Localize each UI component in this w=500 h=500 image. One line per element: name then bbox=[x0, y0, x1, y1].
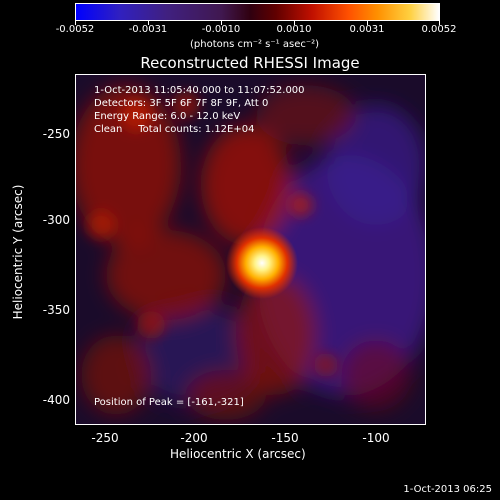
rhessi-image-plot: 1-Oct-2013 11:05:40.000 to 11:07:52.000 … bbox=[75, 74, 426, 425]
peak-source bbox=[226, 227, 298, 299]
colorbar-tick: 0.0052 bbox=[421, 24, 457, 35]
y-tick-label: -250 bbox=[42, 127, 70, 141]
timestamp: 1-Oct-2013 06:25 bbox=[403, 484, 492, 495]
x-tick-label: -150 bbox=[271, 431, 299, 445]
clean-counts-label: Clean Total counts: 1.12E+04 bbox=[94, 124, 255, 135]
peak-position-label: Position of Peak = [-161,-321] bbox=[94, 397, 244, 408]
emission-blobs bbox=[87, 91, 338, 377]
colorbar-tick: 0.0031 bbox=[349, 24, 385, 35]
colorbar-tick: -0.0031 bbox=[128, 24, 168, 35]
page-title: Reconstructed RHESSI Image bbox=[140, 54, 360, 72]
y-tick-label: -350 bbox=[42, 303, 70, 317]
time-range-label: 1-Oct-2013 11:05:40.000 to 11:07:52.000 bbox=[94, 85, 305, 96]
detectors-label: Detectors: 3F 5F 6F 7F 8F 9F, Att 0 bbox=[94, 98, 269, 109]
colorbar-unit-label: (photons cm⁻² s⁻¹ asec⁻²) bbox=[190, 39, 320, 50]
y-axis-label: Heliocentric Y (arcsec) bbox=[11, 184, 25, 320]
colorbar bbox=[75, 3, 440, 21]
y-tick-label: -300 bbox=[42, 213, 70, 227]
x-tick-label: -200 bbox=[180, 431, 208, 445]
rhessi-image bbox=[76, 75, 425, 424]
colorbar-tick: 0.0010 bbox=[276, 24, 312, 35]
x-tick-label: -100 bbox=[362, 431, 390, 445]
colorbar-tick: -0.0052 bbox=[55, 24, 95, 35]
diffuse-emission bbox=[76, 85, 425, 420]
x-axis-label: Heliocentric X (arcsec) bbox=[170, 447, 306, 461]
energy-range-label: Energy Range: 6.0 - 12.0 keV bbox=[94, 111, 241, 122]
x-tick-label: -250 bbox=[91, 431, 119, 445]
colorbar-tick: -0.0010 bbox=[201, 24, 241, 35]
y-tick-label: -400 bbox=[42, 393, 70, 407]
